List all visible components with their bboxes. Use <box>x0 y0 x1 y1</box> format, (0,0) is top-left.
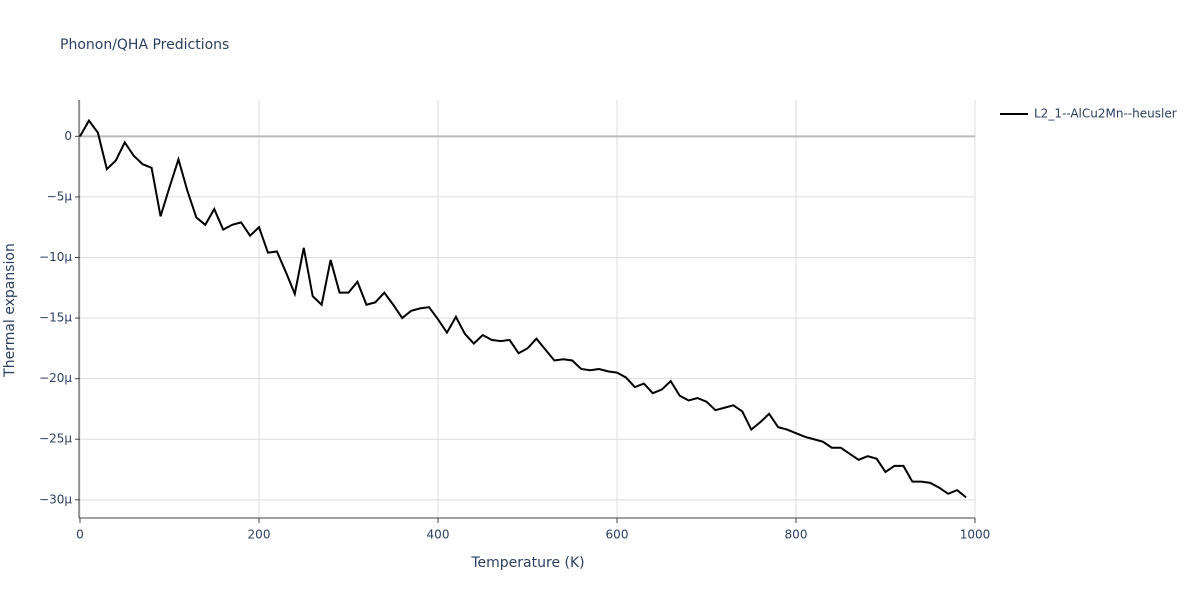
x-axis-title: Temperature (K) <box>470 555 584 571</box>
y-tick-label: 0 <box>64 129 72 143</box>
x-tick-label: 0 <box>76 528 84 542</box>
x-tick-label: 600 <box>606 528 629 542</box>
x-tick-label: 1000 <box>960 528 991 542</box>
y-tick-label: −15μ <box>39 311 72 325</box>
y-tick-label: −25μ <box>39 432 72 446</box>
chart-title: Phonon/QHA Predictions <box>60 37 229 53</box>
y-tick-label: −20μ <box>39 371 72 385</box>
y-axis-title: Thermal expansion <box>2 243 18 378</box>
y-tick-label: −30μ <box>39 492 72 506</box>
x-tick-label: 400 <box>427 528 450 542</box>
x-tick-label: 200 <box>248 528 271 542</box>
data-line <box>79 118 967 499</box>
x-tick-label: 800 <box>785 528 808 542</box>
y-tick-label: −10μ <box>39 250 72 264</box>
legend-label: L2_1--AlCu2Mn--heusler <box>1034 107 1177 121</box>
y-tick-label: −5μ <box>47 189 73 203</box>
